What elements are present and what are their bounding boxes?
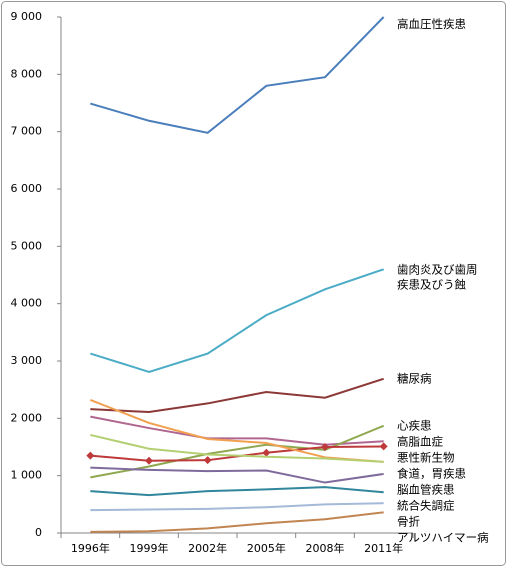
series-label: 脳血管疾患 bbox=[397, 482, 455, 496]
series-label: 糖尿病 bbox=[397, 371, 432, 385]
series-label-line: 疾患及びう蝕 bbox=[397, 277, 466, 291]
series-line bbox=[90, 511, 384, 533]
x-tick-label: 2008年 bbox=[306, 541, 345, 555]
series-label: 骨折 bbox=[397, 514, 420, 528]
series-label: アルツハイマー病 bbox=[397, 530, 489, 544]
diamond-marker bbox=[145, 456, 153, 465]
x-tick-label: 1999年 bbox=[130, 541, 169, 555]
y-tick-label: 0 bbox=[35, 526, 42, 539]
series-label: 心疾患 bbox=[397, 418, 432, 432]
y-tick-label: 8 000 bbox=[11, 67, 43, 80]
series-label: 高血圧性疾患 bbox=[397, 17, 466, 31]
y-tick-label: 9 000 bbox=[11, 10, 43, 23]
series-line bbox=[90, 502, 384, 512]
x-tick-label: 1996年 bbox=[71, 541, 110, 555]
diamond-marker bbox=[203, 456, 212, 465]
x-tick-label: 2002年 bbox=[188, 541, 227, 555]
diamond-marker bbox=[379, 442, 388, 451]
y-tick-label: 5 000 bbox=[11, 239, 43, 252]
y-tick-label: 1 000 bbox=[11, 469, 43, 482]
series-label: 歯肉炎及び歯周疾患及びう蝕 bbox=[397, 262, 478, 291]
y-tick-label: 3 000 bbox=[11, 354, 43, 367]
y-tick-label: 6 000 bbox=[11, 182, 43, 195]
series-line bbox=[90, 268, 384, 373]
series-label-line: 歯肉炎及び歯周 bbox=[397, 262, 478, 276]
series-line bbox=[90, 377, 384, 414]
series-line bbox=[90, 466, 384, 484]
diamond-marker bbox=[321, 443, 329, 451]
series-label: 統合失調症 bbox=[397, 498, 455, 512]
y-tick-label: 7 000 bbox=[11, 125, 43, 138]
series-label: 食道，胃疾患 bbox=[397, 466, 466, 480]
diamond-marker bbox=[86, 451, 95, 460]
series-line bbox=[90, 415, 384, 446]
series-label: 悪性新生物 bbox=[397, 450, 455, 464]
x-tick-label: 2011年 bbox=[364, 541, 403, 555]
y-tick-label: 4 000 bbox=[11, 297, 43, 310]
series-line bbox=[90, 424, 385, 479]
diamond-marker bbox=[262, 448, 271, 457]
series-label: 高脂血症 bbox=[397, 434, 443, 448]
y-tick-label: 2 000 bbox=[11, 411, 43, 424]
series-line bbox=[90, 16, 385, 134]
series-line bbox=[90, 433, 384, 463]
x-tick-label: 2005年 bbox=[247, 541, 286, 555]
series-line bbox=[90, 486, 384, 497]
